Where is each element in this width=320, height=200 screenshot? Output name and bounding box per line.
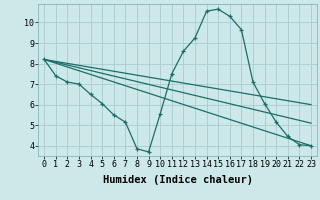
X-axis label: Humidex (Indice chaleur): Humidex (Indice chaleur) — [103, 175, 252, 185]
